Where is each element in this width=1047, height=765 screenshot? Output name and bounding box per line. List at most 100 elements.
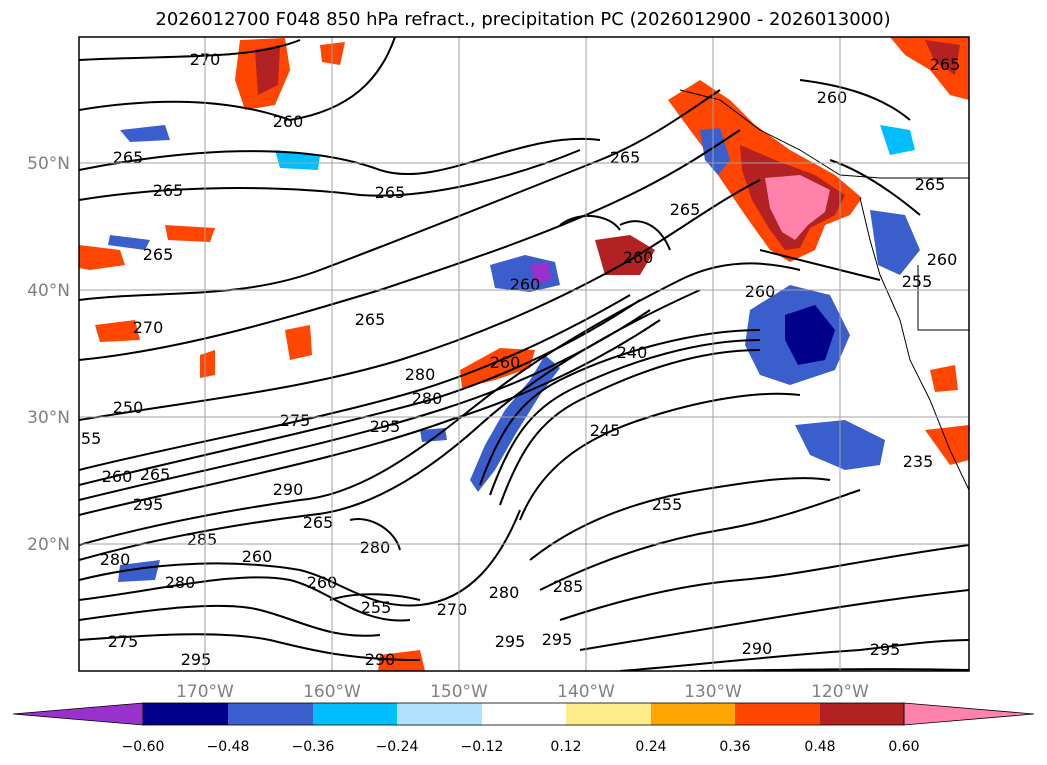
colorbar-tick-label: 0.60 [888, 739, 919, 755]
contour-label: 280 [100, 550, 131, 569]
colorbar-segment [820, 703, 904, 725]
colorbar-tick-label: −0.24 [376, 739, 419, 755]
contour-label: 245 [590, 421, 621, 440]
precip-patch-west-1 [79, 245, 125, 270]
lon-label: 140°W [557, 682, 615, 702]
precip-patch-west-2 [95, 320, 140, 342]
lon-label: 130°W [684, 682, 742, 702]
contour-label: 285 [553, 577, 584, 596]
precip-patch-west-3 [108, 235, 150, 250]
contour-label: 265 [930, 55, 961, 74]
contour-label: 290 [273, 480, 304, 499]
precip-patch-front-neg [470, 355, 560, 492]
contour-label: 235 [903, 452, 934, 471]
contour-label: 255 [902, 272, 933, 291]
precip-patch-offshore-low-core [785, 305, 835, 365]
colorbar-segment [482, 703, 566, 725]
precip-patch-south-3 [420, 428, 447, 442]
contour-label: 290 [365, 650, 396, 669]
contour-label: 270 [437, 600, 468, 619]
colorbar-tick-label: −0.36 [292, 739, 335, 755]
contour-label: 260 [927, 250, 958, 269]
contour-label: 255 [71, 429, 102, 448]
colorbar: −0.60 −0.48 −0.36 −0.24 −0.12 0.12 0.24 … [12, 702, 1035, 755]
colorbar-segment [651, 703, 735, 725]
contour-label: 295 [370, 417, 401, 436]
precip-patch-mid-neg-core [530, 262, 552, 284]
contour-label: 265 [143, 245, 174, 264]
refractivity-contours [79, 37, 969, 671]
coastline [679, 89, 969, 491]
colorbar-segment [228, 703, 313, 725]
precip-patch-mid-pos-2 [285, 325, 312, 360]
contour-label: 285 [187, 530, 218, 549]
colorbar-segment [143, 703, 228, 725]
colorbar-segment [313, 703, 397, 725]
graticule [79, 37, 969, 671]
contour-label: 280 [489, 583, 520, 602]
contour-label: 280 [405, 365, 436, 384]
colorbar-segment [735, 703, 820, 725]
precip-patch-pnw-core [765, 175, 830, 240]
precip-patch-west-4 [118, 560, 160, 582]
contour-label-group: 270 260 265 265 265 265 265 265 265 260 … [71, 50, 961, 669]
contour-label: 260 [273, 112, 304, 131]
contour-label: 280 [165, 573, 196, 592]
lon-label: 120°W [811, 682, 869, 702]
contour-label: 260 [490, 353, 521, 372]
precip-patch-aleutian-core [255, 45, 280, 95]
contour-label: 265 [355, 310, 386, 329]
contour-label: 260 [102, 467, 133, 486]
colorbar-extend-max [903, 702, 1035, 726]
contour-label: 295 [542, 630, 573, 649]
contour-label: 250 [113, 398, 144, 417]
precip-patch-alaska-core [925, 40, 960, 75]
precip-patch-west-5 [165, 225, 215, 242]
precip-patch-mid-pos [595, 235, 655, 275]
lat-label: 30°N [27, 408, 70, 428]
contour-label: 270 [133, 318, 164, 337]
contour-label: 295 [133, 495, 164, 514]
precip-patch-baja-pos [925, 425, 969, 465]
contour-label: 295 [870, 640, 901, 659]
colorbar-tick-label: −0.60 [122, 739, 165, 755]
precip-patch-baja-pos-2 [930, 365, 958, 392]
contour-label: 290 [742, 639, 773, 658]
colorbar-tick-label: 0.48 [804, 739, 835, 755]
contour-label: 260 [242, 547, 273, 566]
map-panel: 270 260 265 265 265 265 265 265 265 260 … [27, 36, 970, 702]
contour-label: 265 [140, 465, 171, 484]
lon-labels: 170°W 160°W 150°W 140°W 130°W 120°W [176, 682, 869, 702]
chart-title: 2026012700 F048 850 hPa refract., precip… [155, 9, 890, 30]
lon-label: 160°W [303, 682, 361, 702]
precip-patch-inland-neg-2 [880, 125, 915, 155]
contour-label: 260 [623, 248, 654, 267]
lat-label: 50°N [27, 154, 70, 174]
contour-label: 265 [153, 181, 184, 200]
colorbar-tick-label: −0.48 [207, 739, 250, 755]
colorbar-frame [142, 702, 905, 726]
precip-patch-front-pos [460, 348, 535, 388]
precip-patch-west-7 [120, 125, 170, 142]
contour-label: 265 [670, 200, 701, 219]
contour-label: 260 [745, 282, 776, 301]
colorbar-tick-label: 0.36 [719, 739, 750, 755]
contour-label: 260 [510, 275, 541, 294]
lat-labels: 50°N 40°N 30°N 20°N [27, 154, 70, 555]
map-frame [78, 36, 970, 672]
colorbar-tick-label: −0.12 [461, 739, 504, 755]
contour-label: 255 [361, 598, 392, 617]
contour-label: 295 [181, 650, 212, 669]
contour-label: 265 [915, 175, 946, 194]
contour-label: 265 [375, 183, 406, 202]
contour-label: 265 [610, 148, 641, 167]
colorbar-segment [397, 703, 482, 725]
precip-patch-west-6 [275, 150, 320, 170]
contour-label: 275 [280, 411, 311, 430]
contour-label: 255 [652, 495, 683, 514]
contour-label: 275 [108, 632, 139, 651]
colorbar-extend-min [12, 702, 144, 726]
lat-label: 40°N [27, 281, 70, 301]
contour-label: 260 [307, 573, 338, 592]
